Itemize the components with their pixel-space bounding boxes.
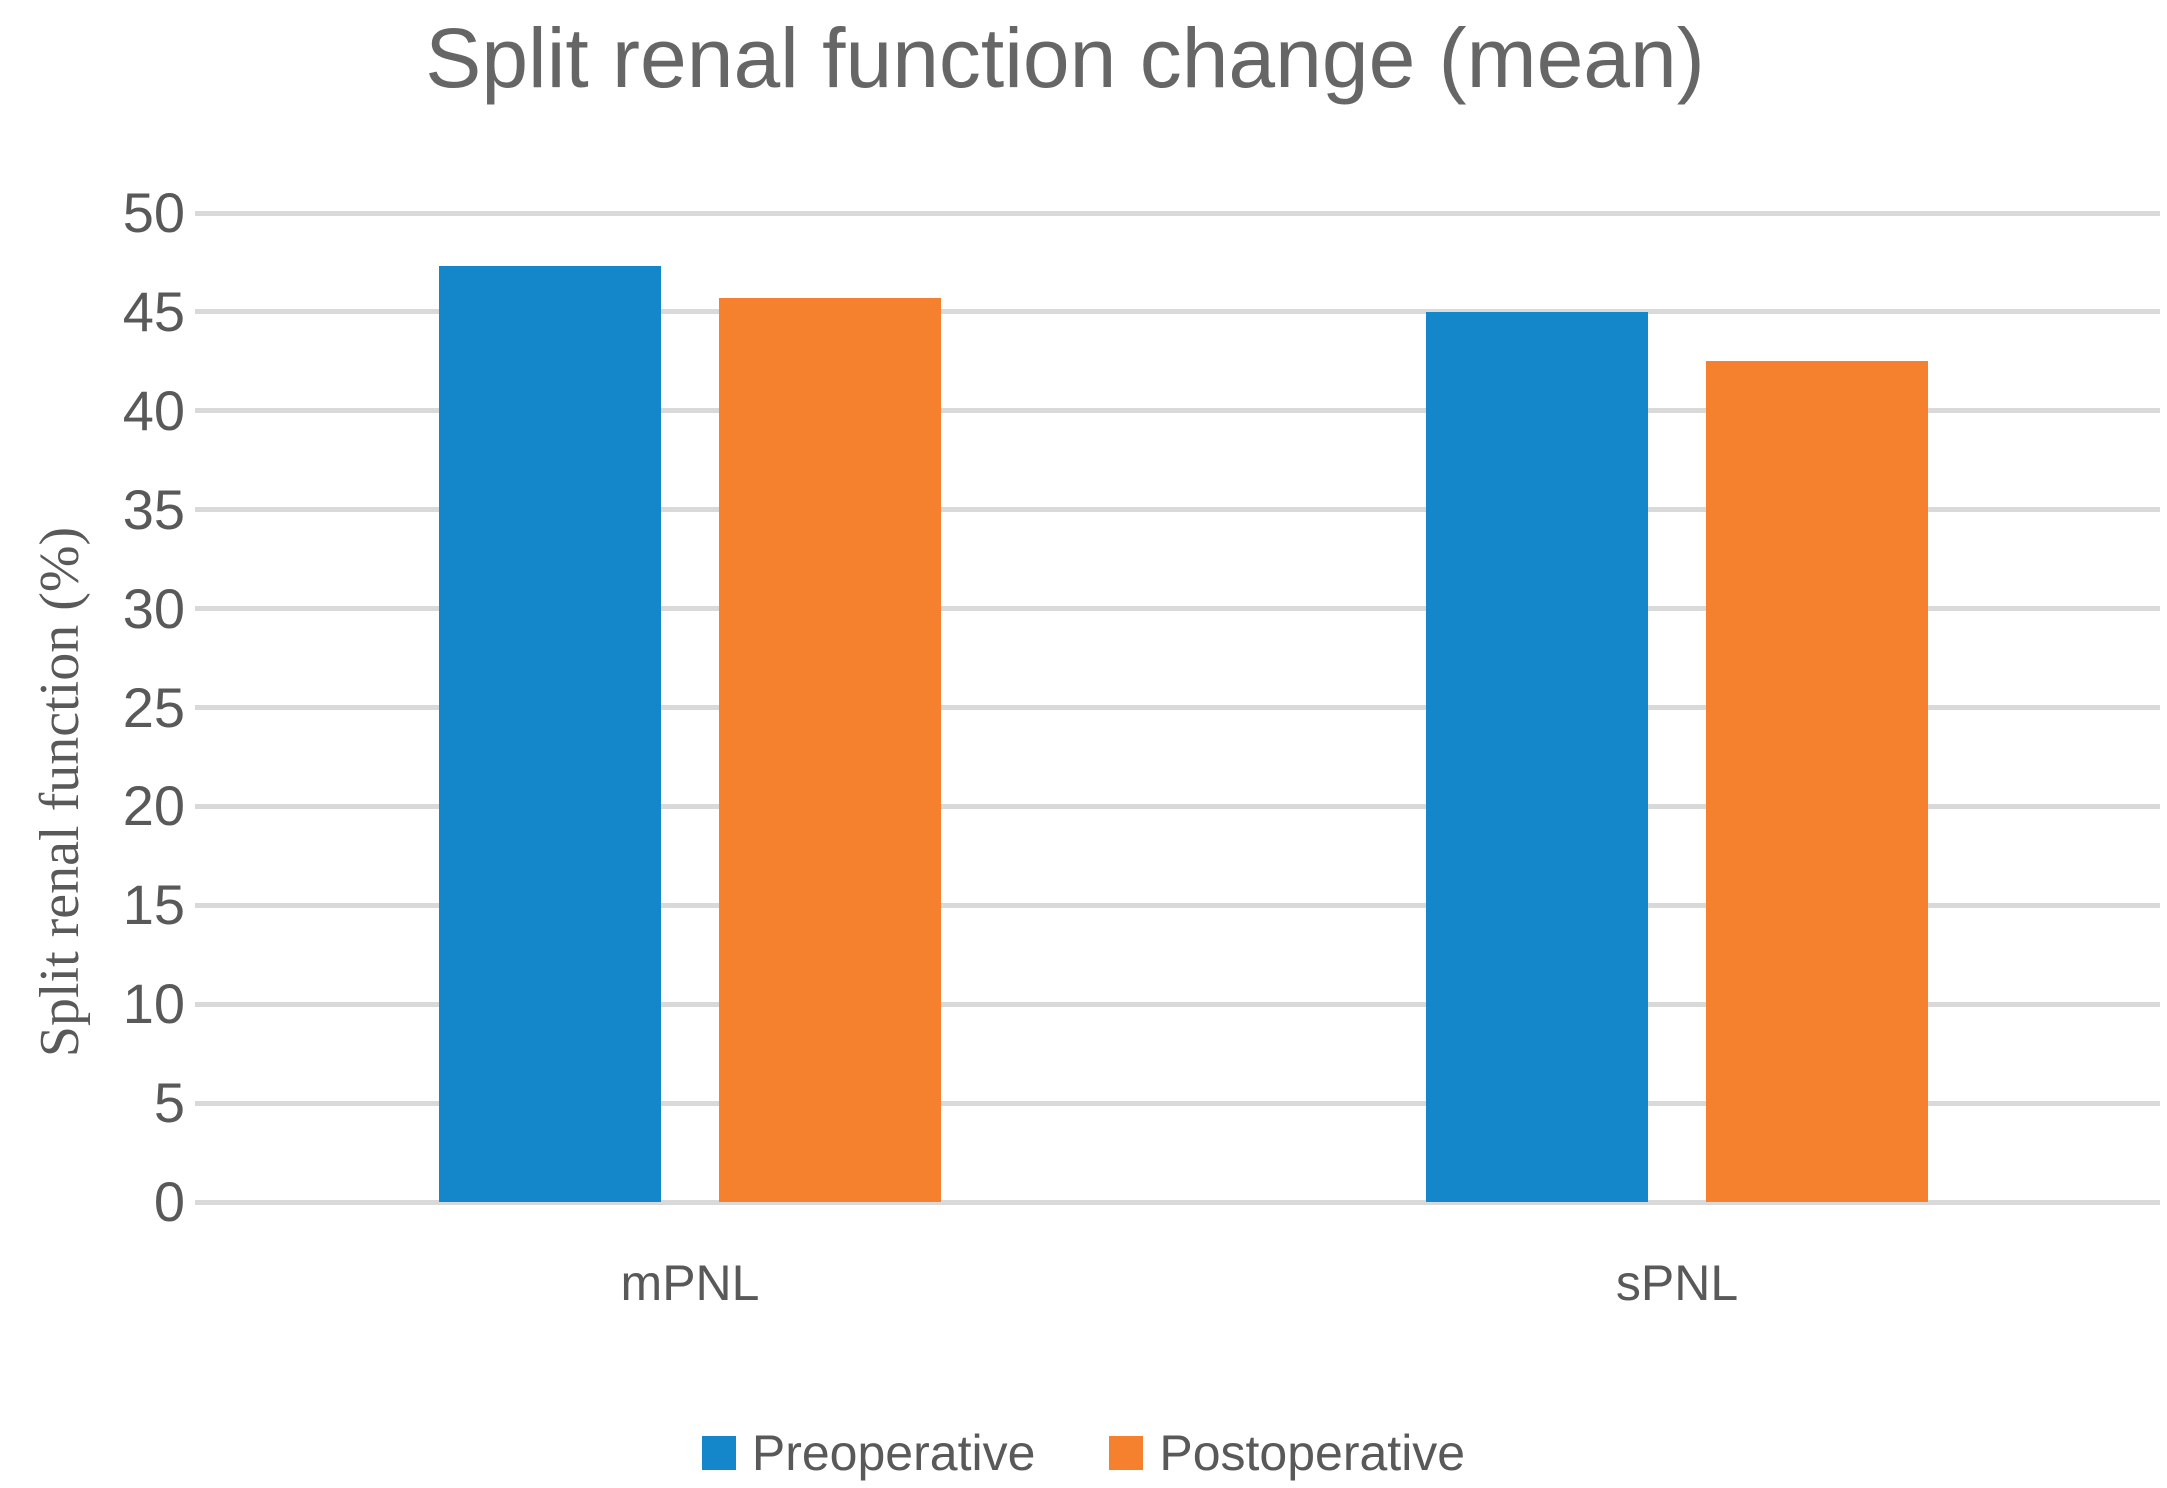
bar-preoperative-sPNL — [1426, 311, 1648, 1202]
legend-item-preoperative: Preoperative — [701, 1424, 1036, 1482]
legend-swatch-preoperative — [701, 1436, 736, 1470]
y-tick-label-10: 10 — [122, 972, 185, 1036]
y-tick-label-5: 5 — [153, 1071, 185, 1135]
chart-title: Split renal function change (mean) — [425, 11, 1705, 105]
gridline-y-40 — [195, 408, 2160, 414]
gridline-y-0 — [195, 1199, 2160, 1205]
gridline-y-45 — [195, 309, 2160, 315]
bar-preoperative-mPNL — [439, 266, 661, 1202]
y-tick-label-50: 50 — [122, 181, 185, 244]
y-tick-label-40: 40 — [122, 378, 185, 442]
legend-item-postoperative: Postoperative — [1109, 1424, 1465, 1482]
bar-postoperative-sPNL — [1706, 361, 1928, 1202]
gridline-y-30 — [195, 606, 2160, 612]
y-tick-label-35: 35 — [122, 477, 185, 541]
legend-label-postoperative: Postoperative — [1159, 1425, 1466, 1481]
y-axis-ticks: 0 5 10 15 20 25 30 35 40 45 50 — [0, 0, 185, 1488]
y-tick-label-30: 30 — [122, 576, 185, 640]
gridline-y-15 — [195, 902, 2160, 908]
y-tick-label-25: 25 — [122, 675, 185, 739]
x-axis-label-mPNL: mPNL — [620, 1255, 760, 1311]
x-axis-label-sPNL: sPNL — [1615, 1255, 1739, 1311]
y-tick-label-20: 20 — [122, 774, 185, 838]
y-tick-label-45: 45 — [122, 279, 185, 343]
gridline-y-5 — [195, 1100, 2160, 1106]
gridline-y-10 — [195, 1001, 2160, 1007]
gridline-y-20 — [195, 803, 2160, 809]
legend-swatch-postoperative — [1109, 1436, 1144, 1470]
gridline-y-25 — [195, 705, 2160, 710]
gridline-y-35 — [195, 507, 2160, 513]
plot-area — [195, 210, 2160, 1205]
legend: Preoperative Postoperative — [0, 1424, 2167, 1482]
gridline-y-50 — [195, 210, 2160, 216]
legend-label-preoperative: Preoperative — [751, 1425, 1036, 1481]
y-tick-label-15: 15 — [122, 873, 185, 937]
bar-postoperative-mPNL — [719, 298, 941, 1202]
y-tick-label-0: 0 — [153, 1170, 185, 1233]
